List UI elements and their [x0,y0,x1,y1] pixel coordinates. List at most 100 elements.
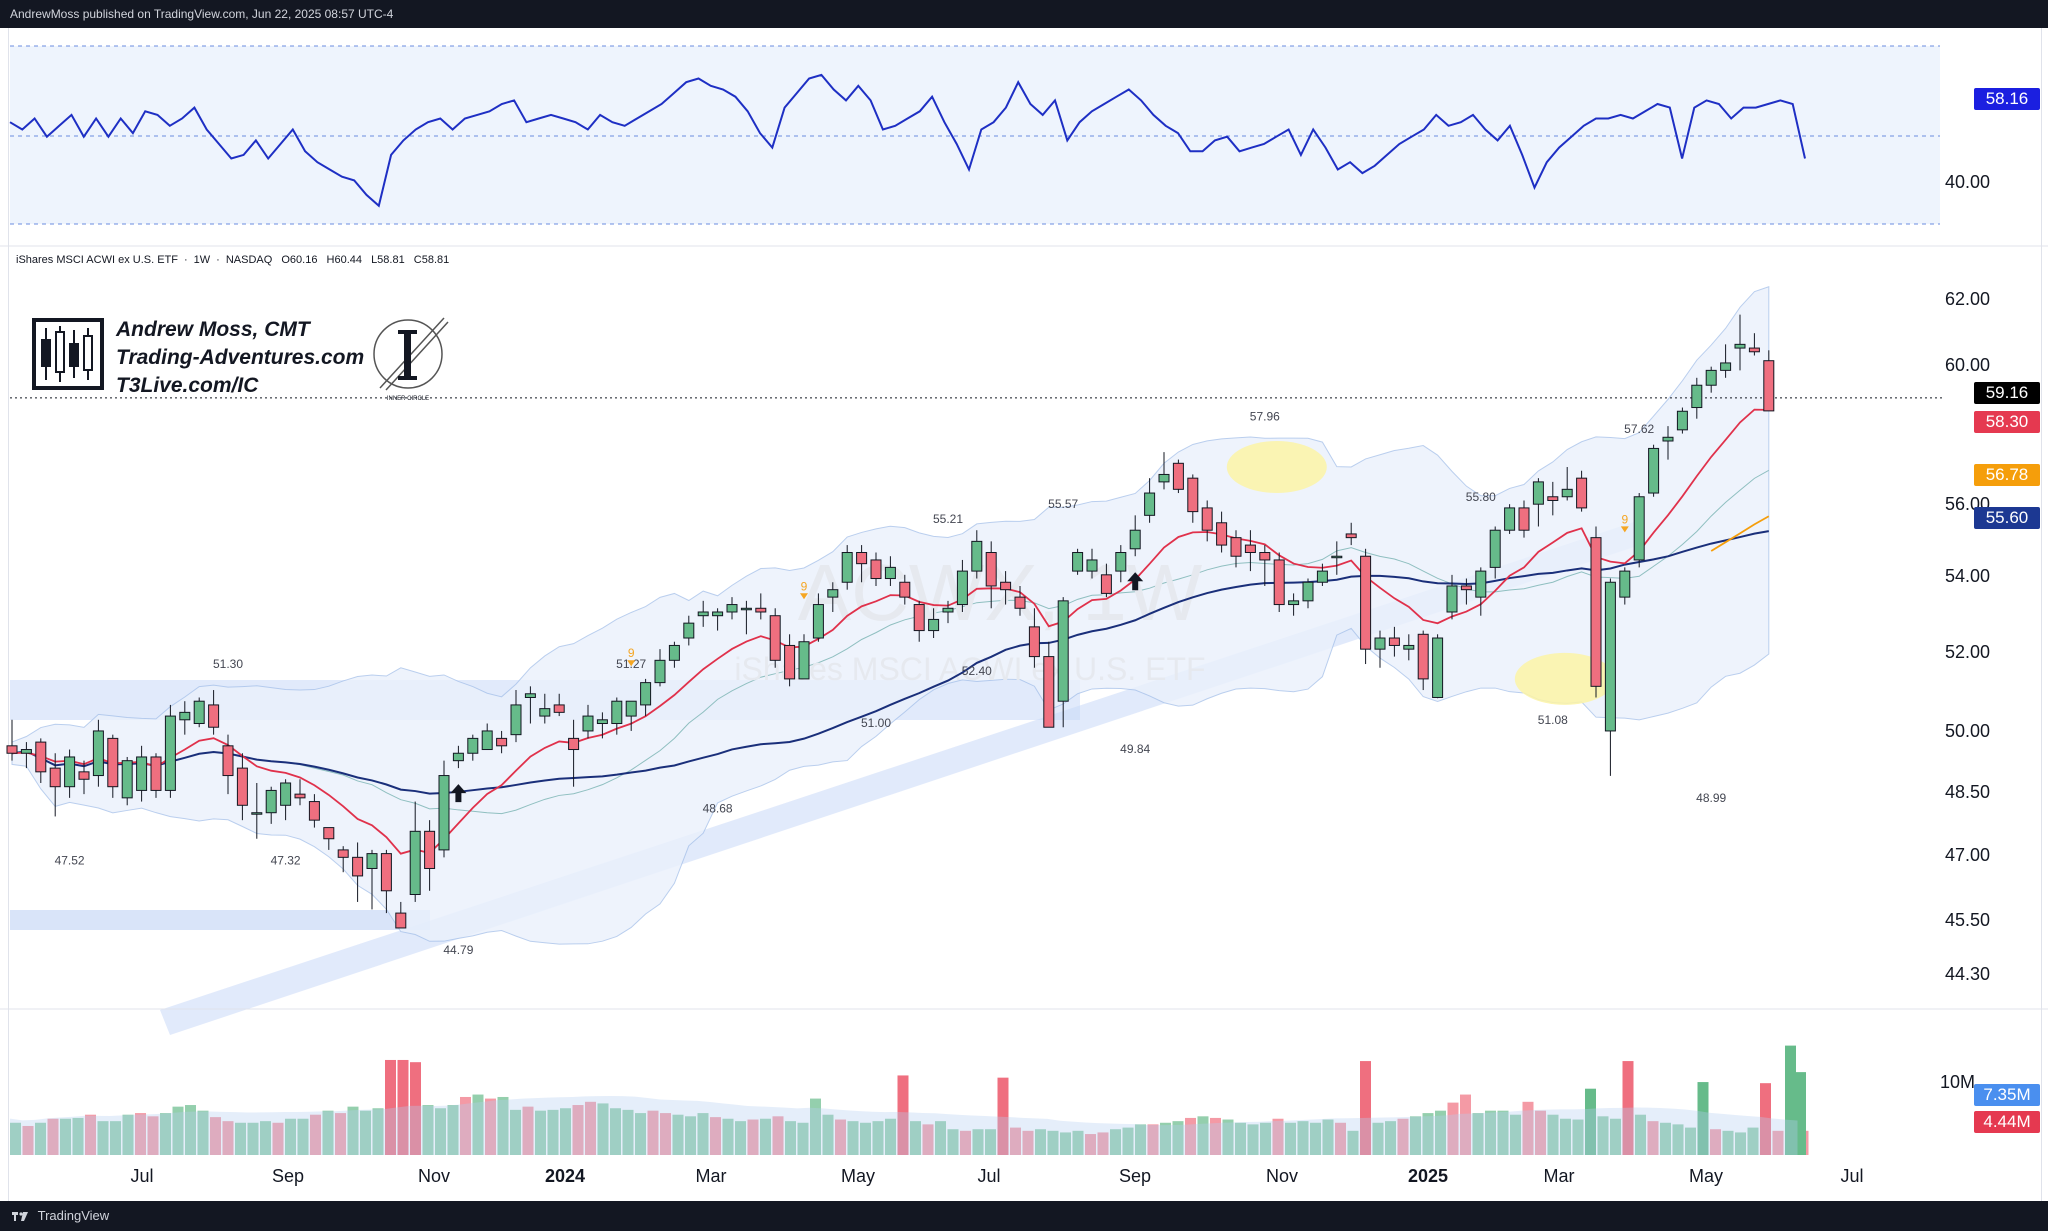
rsi-tag: 58.16 [1974,88,2040,110]
candle-body [956,570,968,606]
candle-body [136,756,148,791]
candle-body [1316,570,1328,583]
time-axis-label: Nov [1266,1166,1298,1186]
candle-body [971,540,983,572]
candle-body [596,719,608,725]
volume-bar [22,1125,34,1155]
price-axis-label: 44.30 [1945,964,1990,984]
rsi-pane[interactable] [0,45,2048,247]
volume-bar [710,1117,721,1155]
volume-bar [722,1118,734,1155]
candle-body [1374,637,1386,650]
candle-body [1734,343,1746,349]
volume-bar [1285,1122,1296,1155]
candle-body [1460,585,1472,591]
candle-body [1633,496,1645,561]
price-annotation: 57.96 [1250,409,1280,423]
volume-bar [147,1116,159,1155]
candle-body [1388,637,1400,646]
candle-body [1331,555,1343,559]
price-axis-label: 54.00 [1945,566,1990,586]
price-annotation: 55.21 [933,512,963,526]
volume-pane[interactable] [10,1045,1809,1155]
candlestick-logo-icon [32,318,104,390]
time-axis-label: May [841,1166,875,1186]
candle-body [1057,600,1069,702]
candle-body [337,849,349,858]
volume-bar [1460,1094,1471,1155]
highlight-ellipse [1226,441,1327,494]
volume-bar [1297,1121,1309,1155]
volume-bar [860,1122,871,1155]
candle-body [438,775,450,851]
candle-body [740,607,752,611]
volume-bar [797,1122,809,1155]
volume-bar [1085,1134,1096,1155]
volume-bar [1547,1114,1559,1155]
td-nine-label: 9 [1621,512,1628,526]
volume-bar [885,1118,896,1155]
candle-body [1676,410,1688,431]
price-axis-label: 62.00 [1945,289,1990,309]
volume-bar [1510,1114,1521,1155]
candle-body [64,756,76,788]
volume-bar [910,1121,921,1155]
candle-body [366,853,378,869]
candle-body [1748,347,1760,353]
candle-body [683,622,695,639]
published-text: AndrewMoss published on TradingView.com,… [10,7,394,21]
candle-body [726,604,738,613]
volume-bar [172,1106,184,1155]
candle-body [1648,447,1660,494]
time-axis-label: 2025 [1408,1166,1448,1186]
volume-bar [522,1106,534,1155]
candle-body [78,771,90,780]
candle-body [668,644,680,661]
volume-bar [1497,1110,1509,1155]
volume-bar [1722,1130,1734,1155]
candle-body [856,552,868,565]
candle-body [942,607,954,613]
volume-bar [1772,1130,1784,1155]
candle-body [755,607,767,613]
symbol-title: iShares MSCI ACWI ex U.S. ETF · 1W · NASDAQ … [16,254,450,266]
price-annotation: 48.68 [703,802,733,816]
candle-body [1518,507,1530,531]
candle-body [1288,600,1300,606]
candle-body [1604,581,1616,732]
volume-bar [285,1118,296,1155]
ema-mid-line [1710,515,1770,552]
volume-bar [360,1110,371,1155]
price-axis-label: 45.50 [1945,910,1990,930]
price-annotation: 55.80 [1466,490,1496,504]
volume-bar [1347,1130,1359,1155]
time-axis-label: May [1689,1166,1723,1186]
volume-bar [922,1124,934,1155]
candle-body [1691,384,1703,409]
volume-bar [297,1118,309,1155]
volume-bar [1472,1113,1484,1155]
price-annotation: 55.57 [1048,497,1078,511]
candle-body [1561,488,1573,498]
volume-bar [1260,1122,1271,1155]
volume-bar [672,1114,684,1155]
ema-fast-line [11,408,1769,855]
volume-bar [1010,1127,1021,1155]
price-annotation: 51.30 [213,657,243,671]
volume-bar [1735,1132,1746,1155]
price-annotation: 57.62 [1624,422,1654,436]
volume-bar [772,1116,784,1155]
tradingview-logo-icon [12,1212,28,1221]
volume-bar [460,1096,471,1155]
candle-body [1086,559,1098,572]
candle-body [294,793,306,799]
candle-body [222,745,234,777]
volume-bar [585,1101,596,1155]
volume-bar [1422,1113,1434,1155]
candle-body [510,704,522,736]
candle-body [1662,436,1674,442]
price-annotation: 48.99 [1696,791,1726,805]
volume-bar [1235,1122,1246,1155]
